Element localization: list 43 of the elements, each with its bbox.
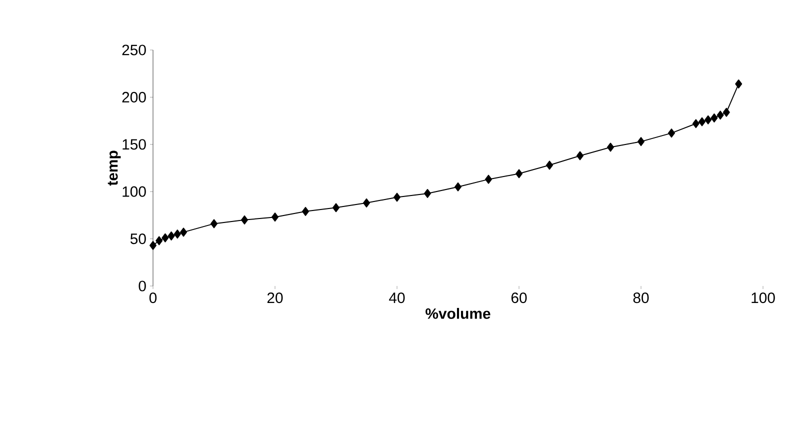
point (710, 113, 718, 122)
point (576, 151, 584, 160)
point (241, 215, 248, 224)
y-tick-label: 200 (122, 92, 146, 102)
point (272, 212, 279, 222)
y-tick-label: 100 (122, 186, 146, 197)
point (174, 230, 181, 239)
point (692, 119, 700, 128)
y-tick-label: 0 (138, 280, 146, 292)
point (516, 169, 523, 178)
x-tick-label: 100 (752, 292, 775, 304)
point (180, 228, 188, 237)
point (150, 240, 157, 250)
point (168, 231, 175, 240)
point (607, 142, 614, 152)
y-tick-label: 150 (122, 139, 146, 150)
point (485, 174, 492, 184)
point (716, 110, 724, 120)
x-tick-label: 80 (633, 292, 649, 304)
x-axis-title: %volume (426, 308, 490, 319)
point (332, 203, 340, 212)
point (722, 108, 730, 117)
point (704, 115, 712, 124)
point (162, 233, 169, 242)
x-tick-label: 40 (389, 292, 405, 304)
point (363, 198, 370, 208)
point (698, 117, 706, 126)
point (638, 137, 645, 146)
point (546, 160, 554, 170)
point (668, 128, 676, 138)
x-tick-label: 20 (267, 292, 283, 304)
point (210, 219, 218, 228)
y-tick-label: 50 (130, 234, 146, 244)
point (424, 188, 432, 198)
point (302, 206, 310, 216)
point (156, 236, 163, 246)
x-tick-label: 0 (149, 292, 157, 304)
y-axis-title: temp (108, 150, 121, 186)
point (735, 79, 742, 88)
y-tick-label: 250 (122, 44, 146, 56)
point (454, 182, 462, 192)
point (394, 192, 401, 202)
x-tick-label: 60 (511, 292, 527, 304)
